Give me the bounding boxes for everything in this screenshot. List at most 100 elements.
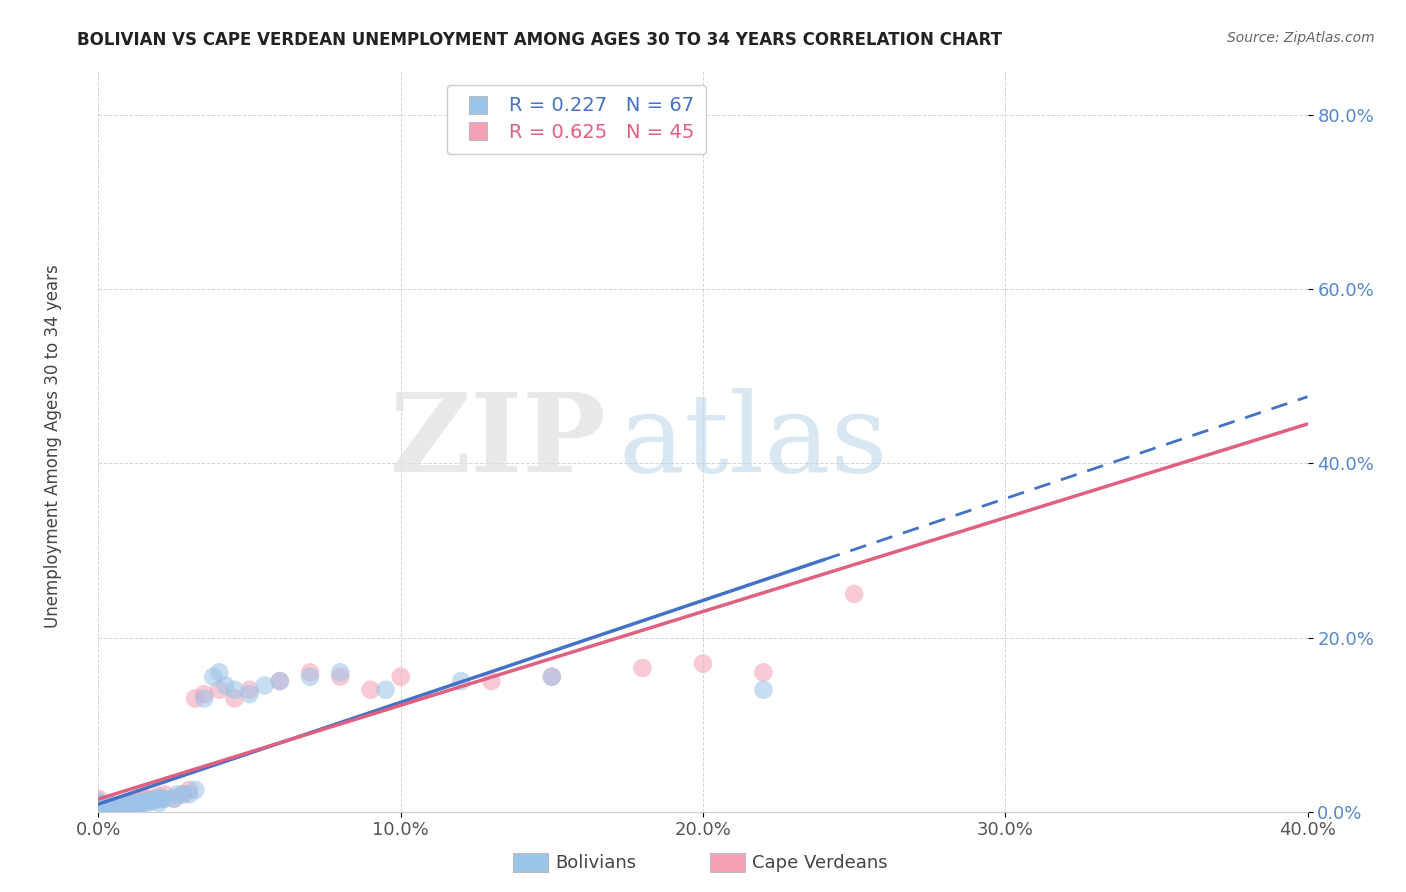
- Point: [450, 674, 472, 689]
- Point: [87, 805, 110, 819]
- Point: [103, 805, 125, 819]
- Point: [87, 805, 110, 819]
- Point: [179, 787, 201, 801]
- Point: [166, 787, 188, 801]
- Point: [87, 805, 110, 819]
- Point: [93, 802, 115, 816]
- Point: [93, 805, 115, 819]
- Point: [132, 796, 155, 810]
- Point: [145, 791, 167, 805]
- Point: [87, 805, 110, 819]
- Point: [103, 800, 125, 814]
- Point: [87, 805, 110, 819]
- Point: [100, 797, 122, 812]
- Point: [87, 800, 110, 814]
- Point: [208, 665, 231, 680]
- Point: [148, 791, 170, 805]
- Text: BOLIVIAN VS CAPE VERDEAN UNEMPLOYMENT AMONG AGES 30 TO 34 YEARS CORRELATION CHAR: BOLIVIAN VS CAPE VERDEAN UNEMPLOYMENT AM…: [77, 31, 1002, 49]
- Point: [87, 800, 110, 814]
- Point: [540, 670, 562, 684]
- Point: [132, 794, 155, 808]
- Point: [631, 661, 654, 675]
- Point: [87, 797, 110, 812]
- Point: [208, 682, 231, 697]
- Point: [239, 687, 262, 701]
- Point: [135, 791, 157, 805]
- Point: [87, 794, 110, 808]
- Point: [108, 800, 131, 814]
- Text: Unemployment Among Ages 30 to 34 years: Unemployment Among Ages 30 to 34 years: [45, 264, 62, 628]
- Point: [93, 800, 115, 814]
- Point: [118, 797, 141, 812]
- Point: [153, 791, 176, 805]
- Point: [118, 800, 141, 814]
- Point: [103, 800, 125, 814]
- Point: [100, 803, 122, 817]
- Point: [299, 670, 322, 684]
- Point: [108, 797, 131, 812]
- Text: Cape Verdeans: Cape Verdeans: [752, 854, 887, 871]
- Point: [96, 800, 118, 814]
- Point: [105, 802, 128, 816]
- Point: [692, 657, 714, 671]
- Point: [202, 670, 225, 684]
- Point: [148, 789, 170, 803]
- Point: [374, 682, 396, 697]
- Point: [87, 796, 110, 810]
- Point: [127, 796, 149, 810]
- Point: [132, 791, 155, 805]
- Point: [96, 802, 118, 816]
- Point: [103, 802, 125, 816]
- Point: [103, 805, 125, 819]
- Point: [752, 665, 775, 680]
- Point: [540, 670, 562, 684]
- Point: [105, 800, 128, 814]
- Point: [844, 587, 866, 601]
- Point: [142, 791, 165, 805]
- Point: [118, 796, 141, 810]
- Text: ZIP: ZIP: [389, 388, 606, 495]
- Point: [87, 796, 110, 810]
- Point: [135, 796, 157, 810]
- Point: [269, 674, 291, 689]
- Point: [93, 802, 115, 816]
- Point: [253, 678, 276, 692]
- Point: [214, 678, 236, 692]
- Point: [103, 797, 125, 812]
- Point: [100, 800, 122, 814]
- Point: [193, 691, 215, 706]
- Point: [96, 800, 118, 814]
- Point: [114, 800, 136, 814]
- Point: [360, 682, 382, 697]
- Point: [172, 787, 194, 801]
- Point: [118, 796, 141, 810]
- Point: [111, 802, 134, 816]
- Point: [329, 665, 352, 680]
- Point: [184, 783, 207, 797]
- Point: [87, 800, 110, 814]
- Point: [111, 797, 134, 812]
- Point: [87, 805, 110, 819]
- Text: Bolivians: Bolivians: [555, 854, 637, 871]
- Point: [124, 797, 146, 812]
- Point: [329, 670, 352, 684]
- Point: [96, 805, 118, 819]
- Point: [172, 787, 194, 801]
- Text: atlas: atlas: [619, 388, 889, 495]
- Point: [127, 794, 149, 808]
- Point: [269, 674, 291, 689]
- Point: [111, 800, 134, 814]
- Point: [121, 796, 143, 810]
- Point: [124, 794, 146, 808]
- Point: [87, 805, 110, 819]
- Point: [121, 797, 143, 812]
- Point: [224, 682, 246, 697]
- Point: [108, 802, 131, 816]
- Text: Source: ZipAtlas.com: Source: ZipAtlas.com: [1227, 31, 1375, 45]
- Point: [127, 797, 149, 812]
- Point: [299, 665, 322, 680]
- Point: [148, 796, 170, 810]
- Point: [142, 794, 165, 808]
- Point: [389, 670, 412, 684]
- Point: [163, 791, 186, 805]
